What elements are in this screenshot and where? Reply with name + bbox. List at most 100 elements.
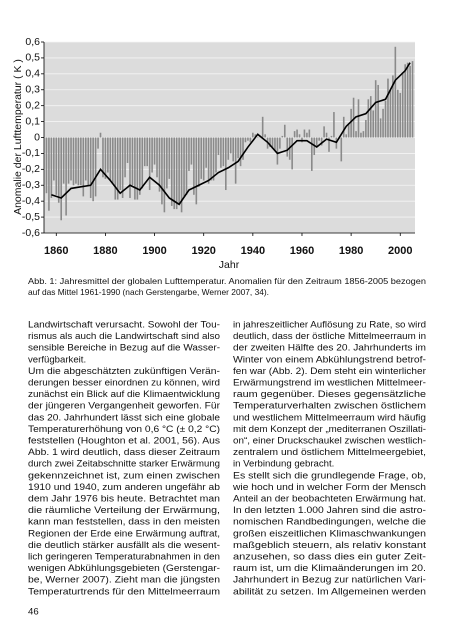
y-tick-label: -0,4 — [22, 195, 40, 207]
body-text-line: rismus als auch die Landwirtschaft sind … — [28, 331, 220, 342]
bar — [195, 137, 198, 205]
bar — [229, 137, 232, 154]
bar — [190, 137, 193, 165]
body-text-line: die räumliche Verteilung der Erwärmung, — [28, 505, 220, 516]
bar — [357, 99, 360, 138]
bar — [269, 137, 271, 148]
body-text-line: der jüngeren Vergangenheit geworfen. Für — [28, 401, 221, 412]
bar — [392, 75, 394, 138]
bar — [121, 137, 124, 198]
bar — [75, 137, 77, 184]
body-text-line: Temperaturerhöhung von 0,6 °C (± 0,2 °C) — [28, 424, 220, 435]
y-tick-label: -0,6 — [22, 227, 40, 239]
bar — [89, 137, 92, 198]
bar — [87, 137, 90, 186]
bar — [328, 137, 330, 152]
body-text-line: kann man feststellen, dass in den meiste… — [28, 517, 220, 528]
bar — [401, 72, 404, 138]
body-text-line: durch zwei Zeitabschnitte starker Erwärm… — [28, 459, 220, 470]
bar — [384, 100, 387, 138]
bar — [57, 137, 60, 203]
bar — [369, 96, 372, 138]
bar — [202, 137, 205, 181]
bar — [94, 137, 97, 197]
bar — [379, 118, 382, 138]
y-tick-label: 0,1 — [25, 115, 40, 127]
body-text-line: be, Werner 2007). Zieht man die jüngsten — [28, 575, 220, 586]
bar — [178, 137, 180, 205]
body-text-line: maßgeblich steuern, als relativ konstant — [233, 540, 426, 551]
body-text-line: Landwirtschaft verursacht. Sowohl der To… — [28, 320, 220, 331]
bar — [247, 137, 249, 141]
bar — [239, 137, 242, 167]
bar — [55, 137, 58, 195]
bar — [254, 134, 257, 138]
bar — [311, 137, 313, 171]
body-text-line: mit dem Konzept der „mediterranen Oszill… — [233, 424, 426, 435]
bar — [279, 137, 281, 149]
bar — [180, 137, 183, 213]
body-text-line: Es stellt sich die grundlegende Frage, o… — [233, 470, 426, 481]
bar — [82, 137, 85, 197]
bar — [62, 137, 65, 184]
bar — [232, 137, 234, 162]
bar — [84, 137, 87, 181]
bar — [377, 84, 379, 138]
bar — [303, 129, 306, 138]
bar — [50, 137, 53, 198]
bar — [296, 129, 298, 138]
bar — [136, 137, 139, 200]
bar — [200, 137, 203, 179]
body-text-line: Anteil an der beobachteten Erwärmung hat… — [233, 494, 426, 505]
body-text-line: raum ist, um die Klimaänderungen im 20. — [233, 563, 426, 574]
x-axis-label: Jahr — [219, 259, 240, 271]
y-tick-label: 0,4 — [25, 68, 40, 80]
bar — [158, 137, 161, 192]
bar — [143, 137, 146, 167]
bar — [197, 137, 200, 187]
bar — [220, 137, 222, 168]
bar — [156, 137, 158, 178]
bar — [264, 134, 266, 138]
bar — [345, 134, 348, 138]
bar — [315, 137, 318, 148]
body-text-line: gekennzeichnet ist, zum einen zwischen — [28, 470, 220, 481]
body-text-line: Regionen der Erde eine Erwärmung auftrat… — [28, 528, 220, 539]
bar — [286, 137, 289, 157]
body-text-line: wenigen Abkühlungsgebieten (Gerstengar- — [27, 563, 220, 574]
bar — [72, 137, 75, 186]
bar — [394, 46, 397, 138]
y-tick-label: -0,5 — [22, 211, 40, 223]
y-tick-label: 0,5 — [25, 52, 40, 64]
bar — [217, 137, 220, 156]
bar — [320, 137, 323, 146]
bar — [382, 108, 384, 138]
body-text-line: deutlich, dass der östliche Mittelmeerra… — [233, 331, 426, 342]
bar — [406, 62, 409, 138]
bar — [114, 137, 117, 200]
bar — [293, 131, 296, 138]
bar — [129, 137, 131, 198]
body-text-line: raum gegenüber. Dieses gegensätzliche — [233, 389, 426, 400]
body-text-line: das 20. Jahrhundert lässt sich eine glob… — [28, 412, 220, 423]
bar — [330, 135, 333, 138]
bar — [249, 137, 252, 143]
y-tick-label: 0,6 — [25, 36, 40, 48]
bar — [124, 137, 126, 178]
body-text-line: der zweiten Hälfte des 20. Jahrhunderts … — [233, 343, 426, 354]
bar — [225, 137, 227, 191]
body-text-line: 1910 und 1940, zum anderen ungefähr ab — [28, 482, 220, 493]
y-tick-label: -0,3 — [22, 179, 40, 191]
bar — [141, 137, 144, 189]
bar — [116, 137, 119, 200]
bar — [222, 137, 225, 167]
body-text-line: zunächst ein Blick auf die Klimaentwickl… — [28, 389, 220, 400]
bar — [308, 129, 311, 138]
body-text-line: in jahreszeitlicher Auflösung zu Rate, s… — [233, 320, 426, 331]
bar — [347, 123, 350, 138]
bar — [67, 137, 70, 184]
x-tick-label: 2000 — [388, 245, 412, 257]
bar — [207, 137, 210, 184]
bar — [397, 89, 399, 138]
